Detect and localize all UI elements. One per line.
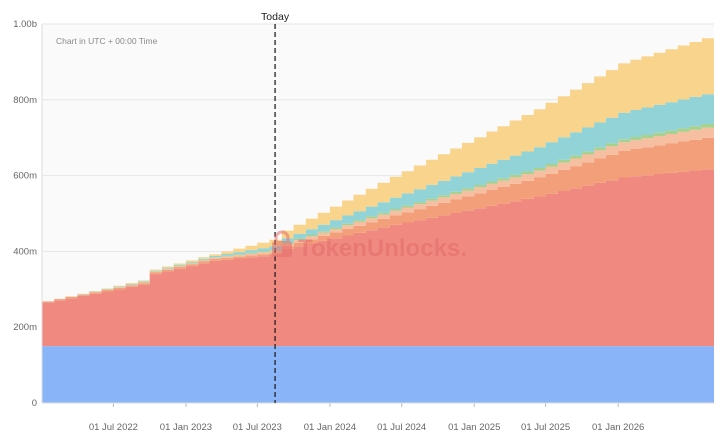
- today-marker: Today: [261, 11, 290, 403]
- x-tick-label: 01 Jan 2023: [160, 422, 212, 433]
- y-tick-label: 1.00b: [13, 19, 37, 30]
- today-label: Today: [261, 11, 290, 23]
- watermark-text: TokenUnlocks.: [298, 235, 467, 262]
- x-tick-label: 01 Jan 2024: [304, 422, 356, 433]
- area-series-green: [42, 121, 714, 302]
- stacked-areas: [42, 34, 714, 403]
- y-axis: 0 200m 400m 600m 800m 1.00b: [13, 19, 43, 409]
- x-tick-label: 01 Jul 2024: [377, 422, 426, 433]
- y-tick-label: 200m: [13, 322, 37, 333]
- y-tick-label: 800m: [13, 95, 37, 106]
- timezone-note: Chart in UTC + 00:00 Time: [56, 36, 158, 46]
- watermark: TokenUnlocks.: [272, 230, 467, 262]
- area-series-yellow: [42, 34, 714, 302]
- watermark-logo-icon: [272, 230, 292, 257]
- area-series-blue: [42, 346, 714, 403]
- x-tick-label: 01 Jul 2022: [89, 422, 138, 433]
- y-tick-label: 600m: [13, 171, 37, 182]
- x-tick-label: 01 Jul 2023: [233, 422, 282, 433]
- area-series-orange: [42, 135, 714, 303]
- x-tick-label: 01 Jan 2026: [592, 422, 644, 433]
- y-tick-label: 400m: [13, 246, 37, 257]
- x-axis: 01 Jul 2022 01 Jan 2023 01 Jul 2023 01 Jan …: [42, 402, 714, 433]
- x-tick-label: 01 Jul 2025: [521, 422, 570, 433]
- area-series-teal: [42, 91, 714, 302]
- area-series-red: [42, 168, 714, 347]
- y-tick-label: 0: [32, 398, 37, 409]
- area-series-peach: [42, 125, 714, 302]
- x-tick-label: 01 Jan 2025: [448, 422, 500, 433]
